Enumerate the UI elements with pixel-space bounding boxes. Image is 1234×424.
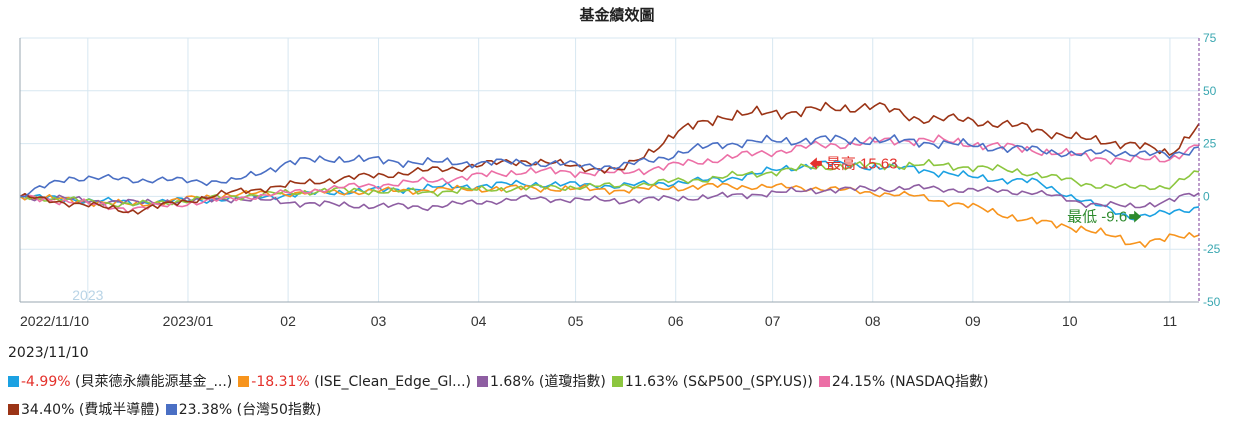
series-line-5 [19, 134, 1200, 214]
legend-value: -18.31% [251, 374, 310, 390]
y-tick-label: -50 [1203, 295, 1221, 309]
series-line-2 [19, 182, 1200, 248]
legend-item[interactable]: 23.38% (台灣50指數) [165, 396, 322, 424]
x-tick-label: 07 [765, 313, 781, 329]
legend-item[interactable]: 24.15% (NASDAQ指數) [818, 368, 989, 396]
series-line-7 [19, 134, 1200, 198]
legend-series-name: (ISE_Clean_Edge_Gl...) [309, 374, 471, 390]
x-tick-label: 03 [371, 313, 387, 329]
legend-item[interactable]: -18.31% (ISE_Clean_Edge_Gl...) [238, 368, 471, 396]
axes: 75 50 25 0 -25 -50 2022/11/10 2023/01 02 03 04 05 06… [19, 31, 1221, 329]
legend-value: 23.38% [178, 402, 233, 418]
grid [20, 37, 1199, 303]
annotation-arrow-left [809, 157, 822, 170]
legend-swatch [238, 376, 250, 387]
series-lines [19, 101, 1200, 248]
y-tick-label: 50 [1203, 84, 1217, 98]
legend-item[interactable]: -4.99% (貝萊德永續能源基金_...) [8, 368, 232, 396]
legend-item[interactable]: 1.68% (道瓊指數) [477, 368, 606, 396]
annotation-arrow-right [1129, 210, 1142, 223]
legend-series-name: (道瓊指數) [534, 374, 606, 390]
legend-swatch [8, 404, 19, 415]
legend-item[interactable]: 11.63% (S&P500_(SPY.US)) [611, 368, 813, 396]
legend-value: 24.15% [831, 374, 886, 390]
legend-series-name: (貝萊德永續能源基金_...) [70, 374, 233, 390]
y-tick-label: 25 [1203, 137, 1217, 151]
legend-item[interactable]: 34.40% (費城半導體) [8, 396, 160, 424]
annotation-low: 最低 -9.6 [1067, 209, 1127, 226]
legend-swatch [165, 404, 177, 415]
annotations: 最高 15.63 最低 -9.6 [809, 155, 1142, 226]
x-tick-label: 06 [668, 313, 684, 329]
legend-swatch [477, 376, 488, 387]
legend-swatch [611, 376, 623, 387]
performance-line-chart: 75 50 25 0 -25 -50 2022/11/10 2023/01 02 03 04 05 06… [19, 31, 1221, 329]
x-tick-label: 09 [965, 313, 981, 329]
x-tick-label: 05 [568, 313, 584, 329]
legend-swatch [818, 376, 830, 387]
y-tick-label: -25 [1203, 242, 1221, 256]
year-marker-label: 2023 [72, 287, 103, 303]
as-of-date: 2023/11/10 [8, 345, 89, 361]
x-tick-label: 11 [1163, 313, 1178, 329]
legend-series-name: (NASDAQ指數) [885, 374, 989, 390]
x-tick-label: 08 [865, 313, 881, 329]
annotation-high: 最高 15.63 [826, 155, 898, 172]
legend-series-name: (S&P500_(SPY.US)) [678, 374, 813, 390]
legend-value: 11.63% [624, 374, 679, 390]
x-tick-label: 2023/01 [163, 313, 214, 329]
x-tick-label: 02 [280, 313, 296, 329]
y-tick-label: 75 [1203, 31, 1217, 45]
y-tick-label: 0 [1203, 189, 1210, 203]
legend-series-name: (台灣50指數) [232, 402, 322, 418]
x-tick-label: 04 [471, 313, 487, 329]
series-line-3 [19, 183, 1200, 212]
legend-value: 34.40% [21, 402, 75, 418]
x-tick-label: 2022/11/10 [20, 313, 89, 329]
legend-swatch [8, 376, 19, 387]
legend: -4.99% (貝萊德永續能源基金_...) -18.31% (ISE_Clean… [8, 368, 1228, 424]
chart-title: 基金績效圖 [579, 6, 655, 24]
series-line-1 [19, 159, 1200, 221]
x-tick-label: 10 [1062, 313, 1078, 329]
series-line-6 [19, 101, 1200, 215]
legend-value: 1.68% [490, 374, 535, 390]
legend-value: -4.99% [21, 374, 71, 390]
legend-series-name: (費城半導體) [74, 402, 160, 418]
